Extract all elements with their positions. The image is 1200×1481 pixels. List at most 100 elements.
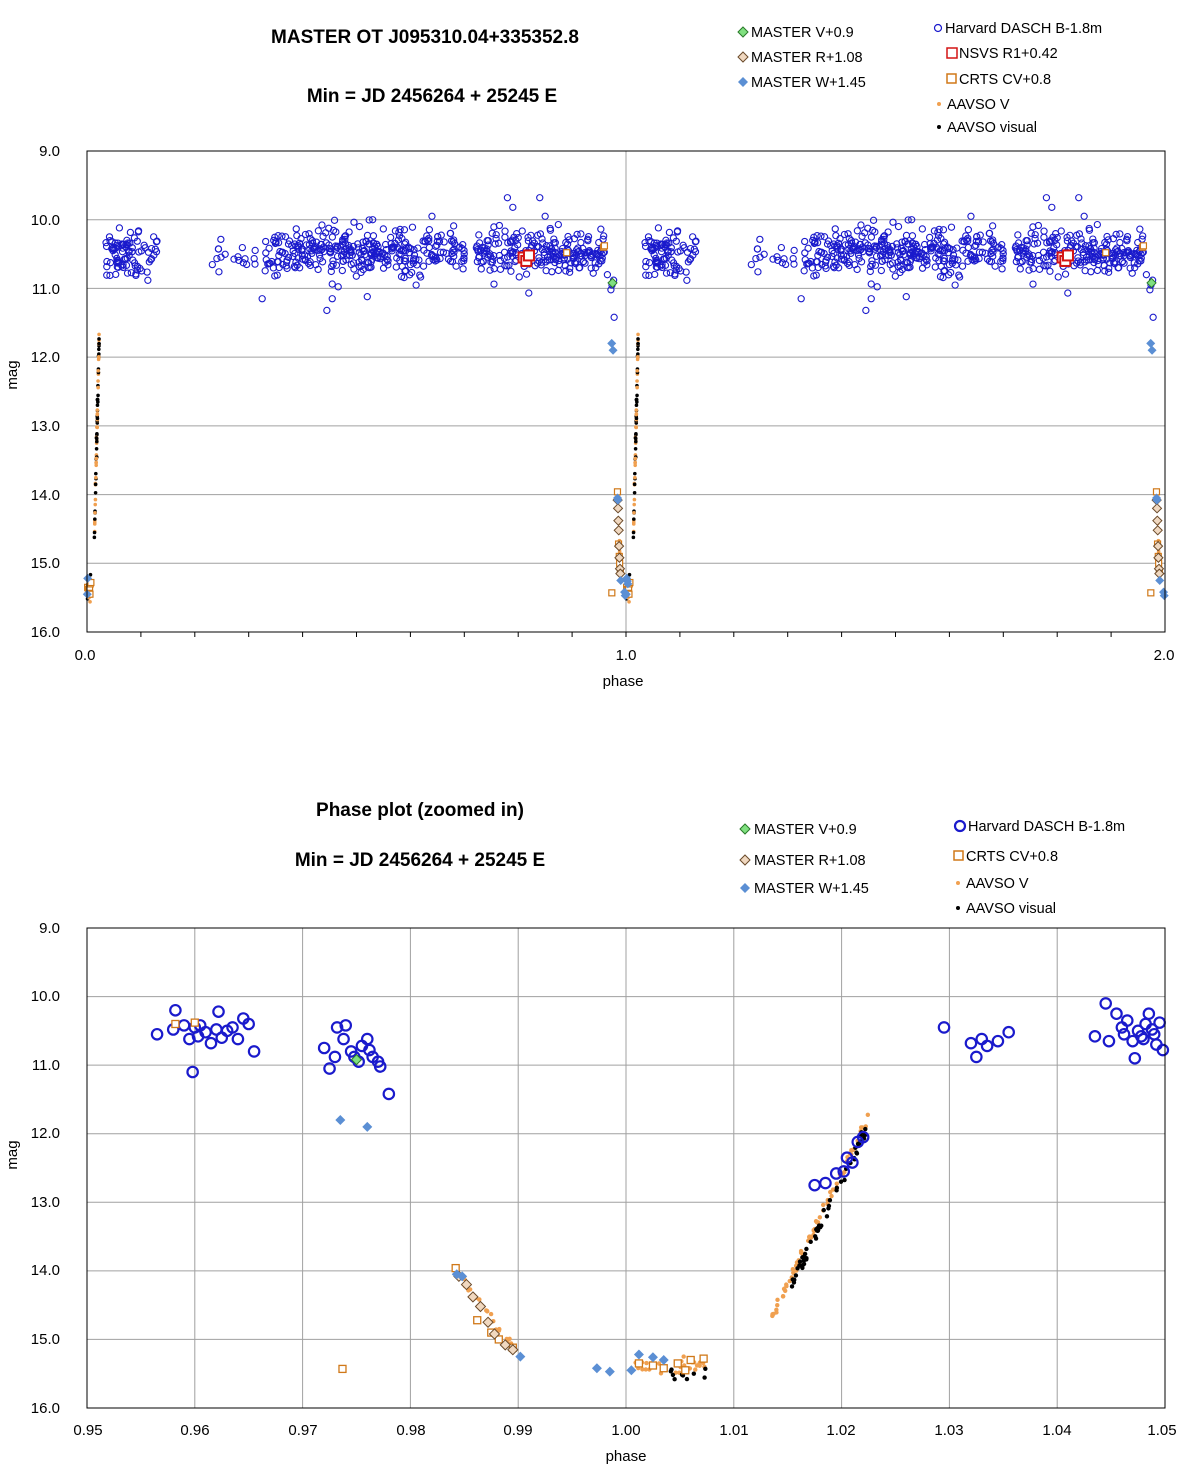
dasch-point [777,243,786,252]
dasch-point [325,224,333,232]
dasch-point [1027,229,1035,237]
dasch-point [365,216,373,224]
dasch-point [930,227,939,235]
legend-item-aavso-visual: AAVSO visual [937,120,1037,136]
dasch-point [773,253,781,261]
dasch-point [323,1062,336,1075]
dasch-point [846,1156,859,1169]
aavso-visual-point [838,1179,844,1184]
dasch-point [819,1176,832,1190]
legend-marker-master-w [740,883,750,893]
master-v-point [607,277,618,289]
dasch-point [962,232,970,240]
dasch-point [940,254,948,263]
master-r-point [613,515,624,526]
dasch-point [442,249,451,257]
dasch-point [339,1019,353,1032]
aavso-visual-point [631,535,636,540]
aavso-visual-point [93,490,98,495]
dasch-point [847,247,855,255]
legend-label-master-v: MASTER V+0.9 [754,822,857,838]
dasch-point [507,247,515,255]
dasch-point [1025,250,1033,258]
dasch-point [894,222,903,231]
dasch-point [800,267,808,275]
dasch-point [345,228,353,236]
dasch-point [675,264,683,273]
legend-marker-crts [953,850,964,861]
aavso-visual-point [95,403,100,408]
dasch-point [1102,1034,1116,1048]
dasch-point [1064,289,1072,297]
dasch-point [867,295,875,303]
dasch-point [449,222,458,230]
dasch-point [952,261,960,269]
dasch-point [446,229,455,238]
dasch-point [999,254,1007,262]
dasch-point [328,233,337,241]
dasch-point [1011,244,1020,252]
dasch-point [817,232,825,240]
aavso-visual-point [703,1366,708,1371]
master-w-point [1159,591,1169,601]
dasch-point [217,235,225,244]
dasch-point [828,252,836,261]
aavso-visual-point [634,397,639,402]
dasch-point [1034,221,1043,230]
aavso-visual-point [634,416,639,421]
dasch-point [920,240,929,249]
dasch-point [1116,230,1124,238]
aavso-v-point [93,511,97,515]
dasch-point [433,237,442,246]
aavso-v-point [96,379,100,383]
aavso-v-point [467,1287,473,1292]
x-axis-label: phase [606,1448,647,1465]
dasch-point [512,236,520,245]
dasch-point [881,256,889,264]
dasch-point [1117,1027,1131,1041]
dasch-point [827,241,835,250]
dasch-point [645,259,654,267]
dasch-point [115,224,124,232]
master-r-point [499,1339,511,1351]
axis-ticks [140,632,1112,637]
master-r-point [612,503,624,514]
legend-label-master-w: MASTER W+1.45 [754,881,869,897]
x-axis-label: phase [603,673,644,690]
dasch-point [401,257,410,265]
crts-point [648,1361,658,1370]
dasch-point [689,233,697,241]
dasch-point [103,263,111,271]
dasch-point [337,1032,350,1046]
dasch-point [474,247,482,255]
dasch-point [653,242,661,250]
master-w-point [362,1121,373,1132]
dasch-point [1046,247,1054,255]
dasch-point [496,265,505,273]
crts-point [473,1316,482,1325]
dasch-point [503,194,512,202]
dasch-point [918,225,926,233]
x-tick-label: 1.00 [611,1422,640,1439]
dasch-point [753,245,762,253]
dasch-point [1094,256,1102,265]
legend-label-crts: CRTS CV+0.8 [959,72,1051,88]
dasch-point [756,253,764,261]
dasch-point [1082,253,1091,261]
legend-item-master-r: MASTER R+1.08 [739,853,866,869]
dasch-point [1016,265,1024,273]
dasch-point [662,269,671,277]
dasch-point [780,255,788,263]
legend-label-master-r: MASTER R+1.08 [754,853,866,869]
dasch-point [350,265,358,273]
aavso-v-point [488,1311,494,1317]
legend-item-dasch: Harvard DASCH B-1.8m [933,21,1102,37]
dasch-point [329,257,337,265]
dasch-point [495,221,504,230]
aavso-v-point [834,1181,839,1186]
dasch-point [642,271,650,279]
dasch-point [1090,254,1098,262]
dasch-point [898,238,906,246]
x-tick-label: 0.97 [288,1422,317,1439]
dasch-point [251,246,259,255]
